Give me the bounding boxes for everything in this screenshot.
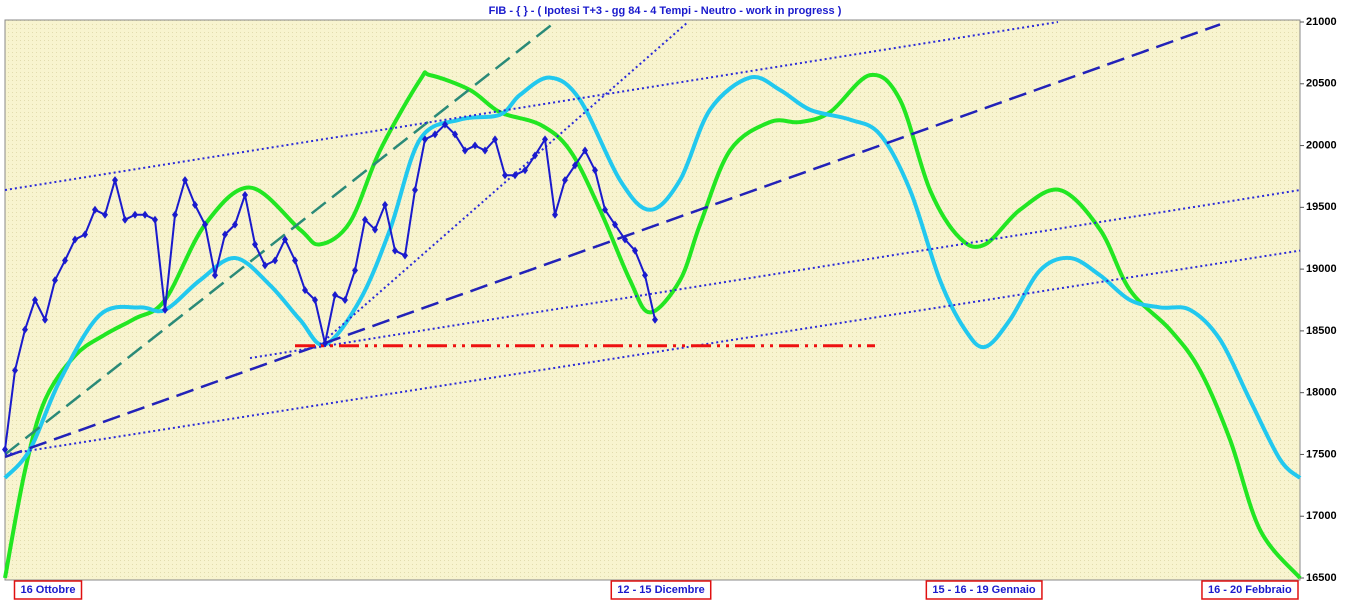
x-tick-label: 15 - 16 - 19 Gennaio	[932, 584, 1036, 596]
point-marker	[602, 205, 608, 214]
point-marker	[312, 296, 318, 304]
point-marker	[112, 176, 118, 185]
x-tick-box	[1201, 580, 1299, 600]
point-marker	[482, 146, 488, 155]
point-marker	[582, 146, 588, 155]
point-marker	[192, 200, 198, 209]
point-marker	[272, 256, 278, 265]
trend-line	[4, 249, 1301, 456]
point-marker	[12, 366, 18, 375]
point-marker	[322, 339, 328, 348]
y-tick-label: 17500	[1306, 448, 1337, 460]
point-marker	[212, 271, 218, 280]
y-tick-label: 19500	[1306, 201, 1337, 213]
point-marker	[82, 230, 88, 239]
point-marker	[262, 261, 268, 270]
point-marker	[292, 256, 298, 265]
x-tick: 12 - 15 Dicembre	[610, 580, 712, 600]
point-marker	[92, 205, 98, 214]
point-marker	[402, 251, 408, 260]
point-marker	[362, 215, 368, 224]
point-marker	[612, 220, 618, 229]
point-marker	[242, 190, 248, 199]
point-marker	[182, 176, 188, 185]
point-marker	[432, 130, 438, 139]
point-marker	[512, 171, 518, 180]
point-marker	[62, 256, 68, 265]
point-marker	[152, 215, 158, 224]
trend-line	[319, 21, 689, 346]
y-tick-label: 21000	[1306, 16, 1337, 28]
point-marker	[42, 315, 48, 324]
point-marker	[22, 325, 28, 334]
x-tick-label: 16 Ottobre	[20, 584, 75, 596]
y-tick-label: 20500	[1306, 78, 1337, 90]
point-marker	[632, 246, 638, 255]
point-marker	[32, 296, 38, 304]
point-marker	[382, 200, 388, 209]
point-marker	[572, 161, 578, 170]
y-tick-label: 20000	[1306, 139, 1337, 151]
chart-title: FIB - { } - ( Ipotesi T+3 - gg 84 - 4 Te…	[489, 5, 842, 17]
point-marker	[232, 220, 238, 229]
series-line	[4, 123, 656, 450]
y-tick-label: 16500	[1306, 572, 1337, 584]
x-tick-box	[925, 580, 1043, 600]
point-marker	[252, 240, 258, 249]
point-marker	[122, 215, 128, 224]
point-marker	[342, 296, 348, 304]
point-marker	[542, 135, 548, 144]
point-marker	[562, 176, 568, 185]
point-marker	[502, 171, 508, 180]
y-tick-label: 18000	[1306, 387, 1337, 399]
y-tick-label: 18500	[1306, 325, 1337, 337]
point-marker	[622, 235, 628, 244]
point-marker	[72, 235, 78, 244]
point-marker	[302, 286, 308, 295]
series-line	[3, 70, 1302, 580]
trend-line	[4, 23, 553, 456]
point-marker	[472, 141, 478, 150]
x-tick: 15 - 16 - 19 Gennaio	[925, 580, 1043, 600]
series-line	[3, 74, 1302, 480]
point-marker	[142, 210, 148, 219]
x-tick-label: 16 - 20 Febbraio	[1208, 584, 1292, 596]
plot-area	[4, 19, 1301, 581]
point-marker	[222, 230, 228, 239]
x-tick-label: 12 - 15 Dicembre	[617, 584, 704, 596]
point-marker	[392, 246, 398, 255]
x-tick: 16 - 20 Febbraio	[1201, 580, 1299, 600]
x-tick: 16 Ottobre	[13, 580, 83, 600]
y-tick-label: 17000	[1306, 510, 1337, 522]
point-marker	[352, 266, 358, 275]
point-marker	[52, 276, 58, 285]
point-marker	[492, 135, 498, 144]
point-marker	[652, 315, 658, 324]
point-marker	[282, 235, 288, 244]
point-marker	[162, 305, 168, 314]
point-marker	[522, 166, 528, 175]
point-marker	[532, 151, 538, 160]
point-marker	[422, 135, 428, 144]
point-marker	[372, 225, 378, 234]
point-marker	[442, 120, 448, 129]
point-marker	[462, 146, 468, 155]
point-marker	[592, 166, 598, 175]
trend-line	[4, 23, 1221, 459]
x-tick-box	[610, 580, 712, 600]
point-marker	[202, 220, 208, 229]
point-marker	[132, 210, 138, 219]
point-marker	[2, 445, 8, 454]
x-tick-box	[13, 580, 83, 600]
point-marker	[452, 130, 458, 139]
point-marker	[172, 210, 178, 219]
point-marker	[552, 210, 558, 219]
trend-line	[249, 189, 1301, 360]
y-tick-label: 19000	[1306, 263, 1337, 275]
point-marker	[642, 271, 648, 280]
point-marker	[102, 210, 108, 219]
point-marker	[332, 291, 338, 300]
point-marker	[412, 186, 418, 195]
